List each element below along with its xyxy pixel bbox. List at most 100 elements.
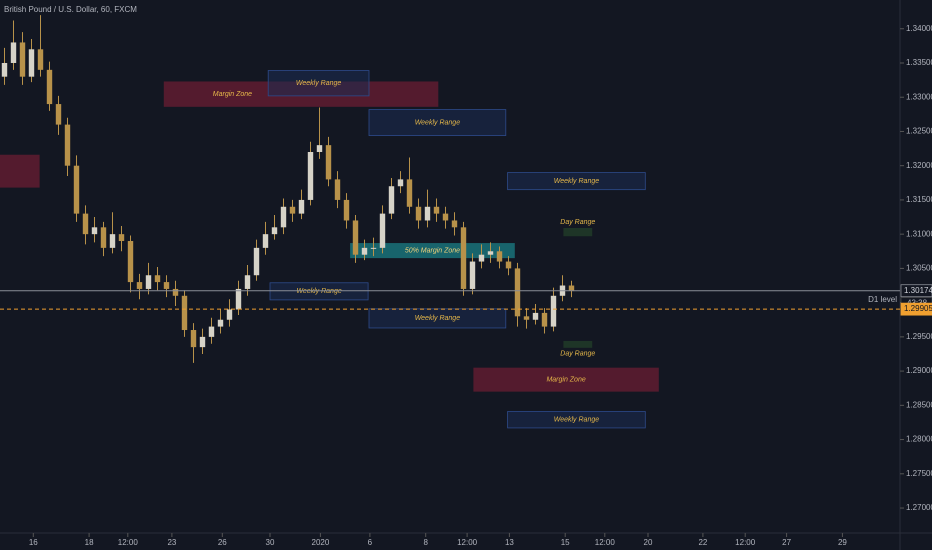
candle-body (154, 275, 161, 283)
x-tick-label: 27 (782, 538, 791, 547)
candle-body (568, 285, 575, 291)
candle-body (343, 199, 350, 221)
candle-body (469, 261, 476, 289)
candle-body (109, 234, 116, 248)
candle-body (226, 309, 233, 320)
candle-body (235, 288, 242, 310)
candle-body (406, 179, 413, 207)
candle-body (289, 206, 296, 214)
candle-body (181, 295, 188, 331)
zone-label: Weekly Range (296, 288, 342, 295)
candle-body (253, 247, 260, 276)
candle-body (451, 220, 458, 228)
candle-body (271, 227, 278, 235)
zone (269, 282, 369, 301)
candle-body (505, 261, 512, 269)
zone (0, 154, 40, 188)
candle-body (415, 206, 422, 221)
candle-body (280, 206, 287, 228)
y-tick-label: 1.31000 (906, 229, 932, 238)
x-tick-label: 29 (838, 538, 847, 547)
candle-body (37, 49, 44, 70)
candle-body (172, 288, 179, 296)
candle-body (64, 124, 71, 166)
candle-body (352, 220, 359, 255)
x-tick-label: 12:00 (457, 538, 478, 547)
x-tick-label: 30 (266, 538, 275, 547)
candle-body (433, 206, 440, 214)
candle-body (361, 247, 368, 255)
candle-body (496, 251, 503, 262)
candle-body (307, 152, 314, 200)
zone-label: Weekly Range (415, 119, 461, 126)
candle-body (370, 247, 377, 249)
x-tick-label: 8 (423, 538, 428, 547)
y-tick-label: 1.27000 (906, 503, 932, 512)
x-tick-label: 16 (29, 538, 38, 547)
y-tick-label: 1.29500 (906, 332, 932, 341)
candle-body (136, 282, 143, 289)
zone-label: Weekly Range (554, 417, 600, 424)
candle-body (100, 227, 107, 248)
candle-body (19, 42, 26, 77)
x-tick-label: 12:00 (595, 538, 616, 547)
x-tick-label: 13 (505, 538, 514, 547)
y-tick-label: 1.28500 (906, 400, 932, 409)
x-tick-label: 12:00 (735, 538, 756, 547)
y-tick-label: 1.30500 (906, 264, 932, 273)
candle-body (442, 213, 449, 221)
y-tick-label: 1.29000 (906, 366, 932, 375)
candle-body (550, 295, 557, 327)
candle-body (55, 104, 62, 125)
candle-body (460, 227, 467, 289)
candle-body (397, 179, 404, 187)
zone-label: Weekly Range (415, 315, 461, 322)
candle-body (532, 312, 539, 320)
candle-body (379, 213, 386, 248)
x-tick-label: 26 (218, 538, 227, 547)
zone-label: Margin Zone (546, 377, 585, 384)
zone (350, 243, 515, 259)
x-tick-label: 6 (368, 538, 373, 547)
candle-body (199, 336, 206, 348)
y-tick-label: 1.33000 (906, 92, 932, 101)
candle-body (145, 275, 152, 289)
x-tick-label: 12:00 (118, 538, 139, 547)
candle-body (190, 330, 197, 348)
y-tick-label: 1.31500 (906, 195, 932, 204)
candle-body (28, 49, 35, 77)
zone-label: Weekly Range (554, 178, 600, 185)
candle-body (334, 179, 341, 200)
x-tick-label: 18 (85, 538, 94, 547)
candle-body (514, 268, 521, 317)
price-tag (900, 302, 932, 316)
y-tick-label: 1.32000 (906, 161, 932, 170)
candle-body (73, 165, 80, 214)
y-tick-label: 1.33500 (906, 58, 932, 67)
candle-body (325, 145, 332, 180)
candle-body (217, 319, 224, 327)
y-tick-label: 1.27500 (906, 469, 932, 478)
price-tag (900, 284, 932, 298)
x-tick-label: 22 (698, 538, 707, 547)
candle-body (10, 42, 17, 63)
candle-body (91, 227, 98, 235)
candle-body (298, 199, 305, 214)
x-tick-label: 20 (644, 538, 653, 547)
price-tag-label: 1.29905 (904, 304, 932, 313)
candle-body (478, 254, 485, 262)
candle-body (388, 186, 395, 214)
candle-body (163, 282, 170, 289)
candle-body (244, 275, 251, 289)
chart-title: British Pound / U.S. Dollar, 60, FXCM (4, 5, 137, 14)
y-tick-label: 1.34000 (906, 24, 932, 33)
zone (563, 340, 593, 348)
candle-body (46, 69, 53, 105)
x-tick-label: 23 (167, 538, 176, 547)
candle-body (487, 251, 494, 255)
candle-body (118, 234, 125, 242)
zone-label: Day Range (560, 219, 595, 226)
candle-body (316, 145, 323, 152)
candle-body (1, 62, 8, 77)
